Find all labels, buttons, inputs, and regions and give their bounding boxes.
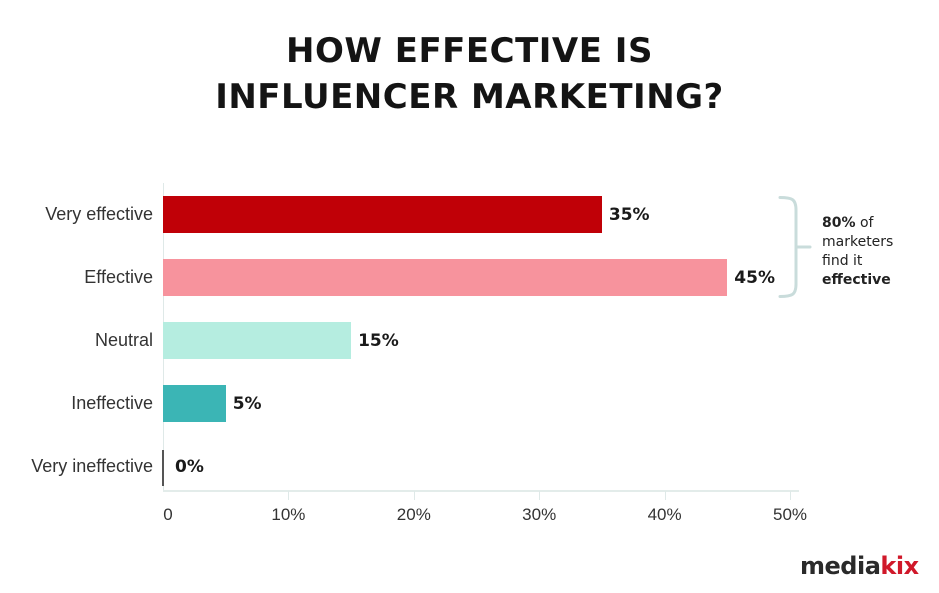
- bar-ineffective: [163, 385, 226, 422]
- value-label: 15%: [358, 331, 399, 351]
- annotation-text-of: of: [855, 215, 874, 231]
- value-label: 45%: [734, 268, 775, 288]
- chart-title-line-2: INFLUENCER MARKETING?: [215, 77, 724, 117]
- x-axis-tick: [413, 491, 415, 500]
- x-axis-tick: [664, 491, 666, 500]
- logo-text-kix: kix: [880, 552, 919, 580]
- chart-title-line-1: HOW EFFECTIVE IS: [286, 31, 653, 71]
- bar-very-ineffective: [162, 450, 164, 486]
- annotation-text-marketers: marketers: [822, 234, 894, 250]
- effective-summary-annotation: 80% of marketers find it effective: [822, 214, 932, 290]
- category-label: Effective: [84, 267, 153, 287]
- mediakix-logo: mediakix: [800, 553, 919, 579]
- category-label: Very effective: [45, 204, 153, 224]
- bar-neutral: [163, 322, 352, 359]
- x-axis-tick-label: 0: [163, 505, 173, 524]
- x-axis-tick-label: 10%: [271, 505, 306, 524]
- annotation-text-effective: effective: [822, 272, 891, 288]
- category-label: Ineffective: [71, 393, 153, 413]
- logo-text-media: media: [800, 552, 881, 580]
- annotation-percent: 80%: [822, 215, 856, 231]
- x-axis-tick-label: 50%: [772, 505, 808, 524]
- value-label: 0%: [175, 457, 204, 477]
- x-axis-tick-label: 20%: [396, 505, 431, 524]
- value-label: 35%: [608, 205, 650, 225]
- x-axis-tick-label: 30%: [522, 505, 557, 524]
- x-axis-tick: [790, 491, 791, 500]
- x-axis-tick-label: 40%: [647, 505, 682, 524]
- category-label: Neutral: [94, 330, 153, 350]
- x-axis-tick: [288, 491, 290, 500]
- annotation-text-find-it: find it: [822, 253, 863, 269]
- x-axis-line: [163, 490, 799, 492]
- value-label: 5%: [232, 394, 262, 414]
- chart-title: HOW EFFECTIVE IS INFLUENCER MARKETING?: [0, 28, 939, 120]
- bar-effective: [163, 259, 728, 296]
- x-axis-tick: [539, 491, 541, 500]
- bar-very-effective: [163, 196, 602, 233]
- brace-icon: [778, 196, 812, 298]
- category-label: Very ineffective: [31, 456, 153, 476]
